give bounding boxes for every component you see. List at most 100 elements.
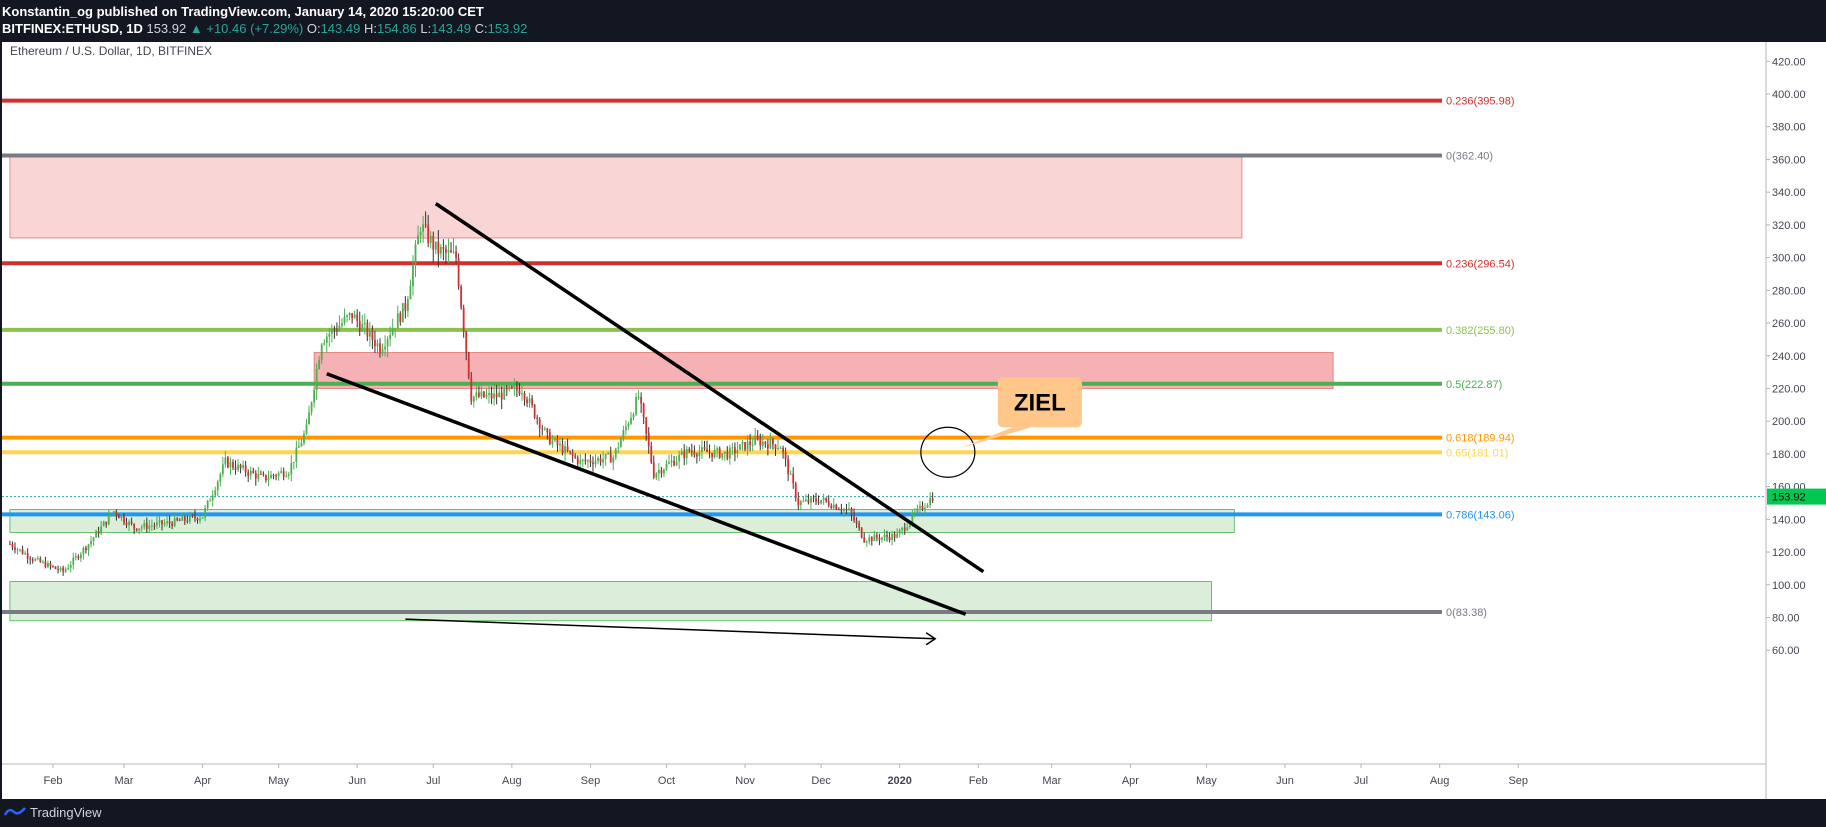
candle-168	[434, 241, 437, 255]
candle-274	[703, 440, 706, 451]
candle-46	[125, 517, 128, 529]
callout-box[interactable]	[997, 377, 1082, 428]
fib-levels-layer: 0.236(395.98) 0(362.40) 0.236(296.54) 0.382…	[2, 96, 1766, 619]
fib-level-label-8: 0(83.38)	[1446, 607, 1487, 619]
candle-180	[465, 330, 468, 361]
trendline-2[interactable]	[405, 618, 936, 640]
candle-201	[518, 382, 521, 396]
candle-53	[143, 519, 146, 530]
candle-62	[166, 516, 168, 527]
x-tick-label: Sep	[1508, 775, 1528, 787]
candle-221	[569, 450, 572, 455]
candle-27	[77, 554, 80, 561]
candle-284	[728, 444, 731, 465]
price-chart[interactable]: 0.236(395.98) 0(362.40) 0.236(296.54) 0.382…	[0, 42, 1826, 799]
candle-179	[462, 304, 465, 338]
chart-header: Konstantin_og published on TradingView.c…	[0, 0, 1826, 42]
candle-57	[153, 522, 156, 530]
x-tick-label: Sep	[581, 775, 601, 787]
candle-262	[673, 455, 675, 467]
candle-13	[41, 559, 44, 564]
up-arrow-icon: ▲	[189, 21, 203, 36]
candle-324	[830, 503, 833, 509]
candle-151	[391, 318, 394, 337]
high-label: H:	[363, 21, 377, 36]
fib-level-label-3: 0.382(255.80)	[1446, 325, 1515, 337]
candle-178	[460, 284, 463, 310]
candle-45	[123, 513, 125, 526]
y-tick-label: 240.00	[1772, 351, 1806, 363]
candle-87	[229, 457, 232, 475]
candle-281	[721, 453, 724, 461]
candle-343	[878, 533, 881, 546]
x-axis-ticks: Feb Mar Apr May Jun Jul Aug Sep Oct Nov Dec 2020 Feb…	[44, 764, 1528, 787]
candle-297	[761, 434, 764, 450]
candle-73	[194, 509, 196, 523]
candle-254	[652, 455, 655, 480]
candle-332	[850, 506, 853, 522]
callout-label: ZIEL	[1014, 389, 1066, 416]
candle-323	[827, 495, 830, 508]
last-price: 153.92	[146, 21, 187, 36]
candle-184	[475, 383, 478, 401]
publisher-line: Konstantin_og published on TradingView.c…	[2, 4, 484, 19]
candle-353	[903, 522, 906, 535]
candle-30	[85, 545, 87, 554]
candle-336	[860, 527, 863, 539]
candle-143	[371, 325, 374, 349]
x-tick-label: Jun	[1276, 775, 1294, 787]
candle-309	[792, 467, 795, 489]
candle-55	[148, 519, 151, 534]
candle-350	[896, 528, 899, 539]
candle-169	[437, 230, 440, 268]
candle-171	[442, 239, 445, 261]
candle-268	[688, 447, 691, 453]
candle-260	[668, 454, 670, 465]
zone-3	[9, 581, 1212, 622]
candle-341	[873, 530, 876, 541]
candle-327	[837, 507, 840, 511]
candle-194	[500, 386, 503, 410]
candle-65	[173, 514, 176, 528]
candle-319	[817, 495, 820, 505]
candle-145	[376, 339, 379, 354]
candle-190	[490, 386, 493, 405]
candle-285	[731, 442, 734, 455]
candle-99	[259, 470, 262, 475]
candle-305	[782, 445, 784, 459]
candle-60	[161, 519, 163, 531]
x-tick-label: May	[268, 775, 289, 787]
candle-339	[868, 534, 871, 545]
candle-188	[485, 388, 488, 399]
candle-291	[746, 435, 749, 456]
candle-300	[769, 432, 772, 450]
candle-11	[36, 555, 39, 561]
candle-338	[865, 540, 868, 547]
candle-240	[617, 442, 620, 454]
trendline-0[interactable]	[434, 202, 985, 574]
candle-237	[609, 446, 612, 463]
candle-296	[759, 433, 762, 451]
candle-123	[320, 342, 323, 364]
price-axis[interactable]	[1766, 42, 1826, 764]
plot-area[interactable]	[2, 42, 1766, 764]
target-circle[interactable]	[920, 426, 976, 478]
candle-258	[663, 468, 665, 478]
candle-9	[31, 557, 34, 564]
candle-252	[647, 427, 650, 454]
candle-358	[916, 504, 919, 517]
tradingview-logo-icon	[4, 807, 26, 816]
candle-7	[26, 548, 29, 564]
time-axis[interactable]	[2, 764, 1826, 799]
candle-107	[280, 467, 283, 474]
trendline-1[interactable]	[326, 372, 967, 616]
candle-90	[237, 459, 239, 472]
candle-159	[412, 255, 414, 296]
y-tick-label: 220.00	[1772, 383, 1806, 395]
candle-115	[300, 437, 303, 447]
candle-276	[708, 444, 711, 459]
low-label: L:	[420, 21, 432, 36]
candle-205	[528, 393, 531, 408]
candle-100	[262, 471, 265, 477]
candle-24	[69, 560, 72, 573]
